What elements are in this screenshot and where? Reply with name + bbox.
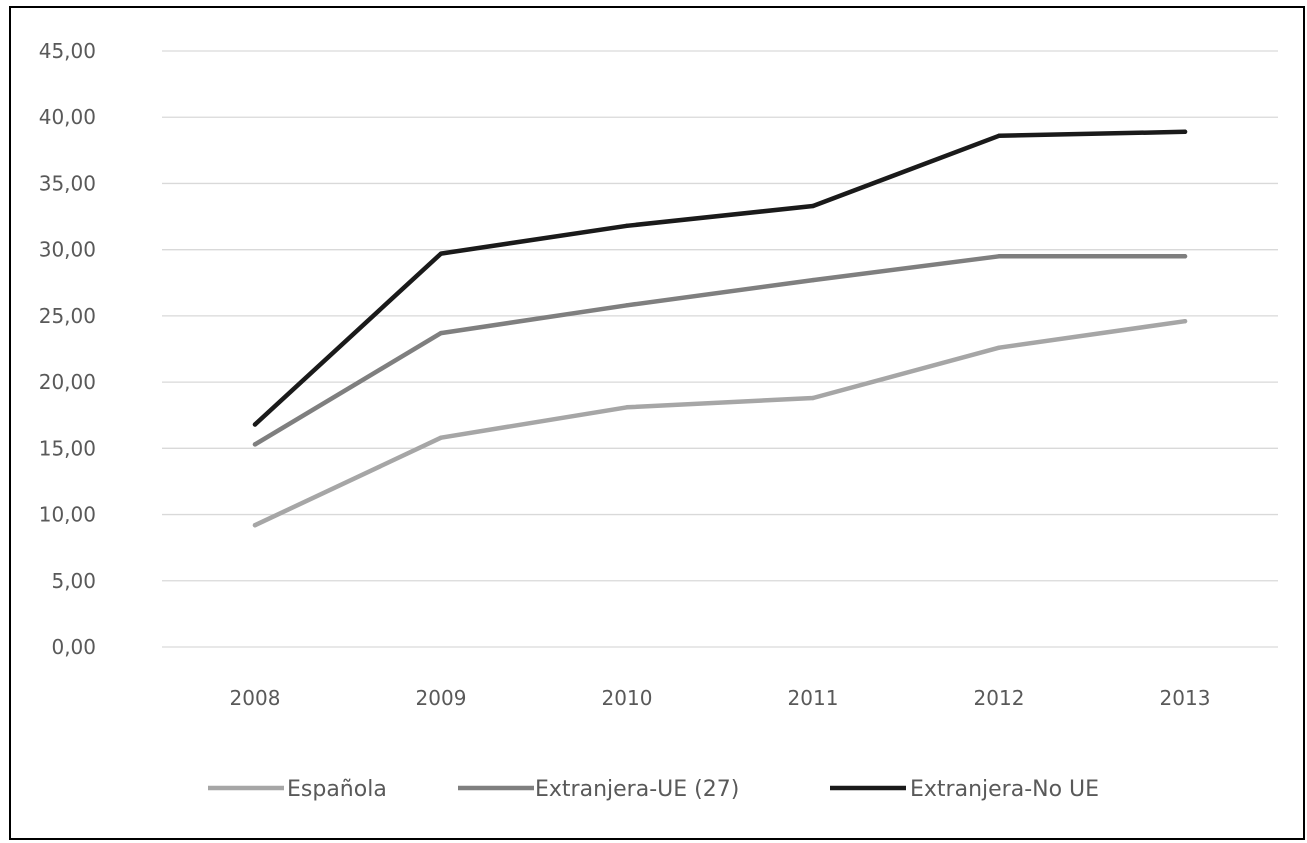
data-point xyxy=(810,277,816,283)
series-lines xyxy=(252,129,1188,528)
x-tick-label: 2010 xyxy=(602,686,653,710)
legend-label: Española xyxy=(287,777,387,802)
y-tick-label: 15,00 xyxy=(39,436,96,460)
data-point xyxy=(810,203,816,209)
data-point xyxy=(624,303,630,308)
legend-label: Extranjera-No UE xyxy=(910,777,1099,802)
legend-label: Extranjera-UE (27) xyxy=(535,777,739,802)
data-point xyxy=(996,254,1002,259)
data-point xyxy=(1182,254,1188,259)
y-tick-label: 30,00 xyxy=(39,238,96,262)
y-tick-label: 10,00 xyxy=(39,503,96,527)
legend: Española Extranjera-UE (27) Extranjera-No … xyxy=(208,777,1099,802)
y-axis-ticks: 0,00 5,00 10,00 15,00 20,00 25,00 30,00 35,00 40… xyxy=(39,39,96,659)
y-tick-label: 45,00 xyxy=(39,39,96,63)
x-tick-label: 2012 xyxy=(974,686,1025,710)
y-tick-label: 0,00 xyxy=(51,635,96,659)
data-point xyxy=(252,522,258,528)
data-point xyxy=(810,395,816,401)
x-tick-label: 2013 xyxy=(1160,686,1211,710)
y-tick-label: 35,00 xyxy=(39,171,96,195)
y-tick-label: 5,00 xyxy=(51,569,96,593)
series-line-3 xyxy=(252,129,1188,427)
data-point xyxy=(252,442,258,447)
data-point xyxy=(996,345,1002,350)
data-point xyxy=(438,435,444,440)
data-point xyxy=(624,223,630,229)
series-line-1 xyxy=(252,318,1188,528)
y-tick-label: 40,00 xyxy=(39,105,96,129)
x-tick-label: 2009 xyxy=(416,686,467,710)
series-line-2 xyxy=(252,254,1188,447)
x-tick-label: 2011 xyxy=(788,686,839,710)
y-tick-label: 25,00 xyxy=(39,304,96,328)
x-tick-label: 2008 xyxy=(230,686,281,710)
data-point xyxy=(438,251,444,256)
data-point xyxy=(624,405,630,410)
data-point xyxy=(1182,129,1188,134)
data-point xyxy=(996,133,1002,138)
data-point xyxy=(252,422,258,427)
y-tick-label: 20,00 xyxy=(39,370,96,394)
chart-frame xyxy=(9,6,1305,840)
x-axis-ticks: 2008 2009 2010 2011 2012 2013 xyxy=(230,686,1211,710)
gridlines xyxy=(162,50,1278,648)
data-point xyxy=(438,330,444,336)
data-point xyxy=(1182,318,1188,324)
